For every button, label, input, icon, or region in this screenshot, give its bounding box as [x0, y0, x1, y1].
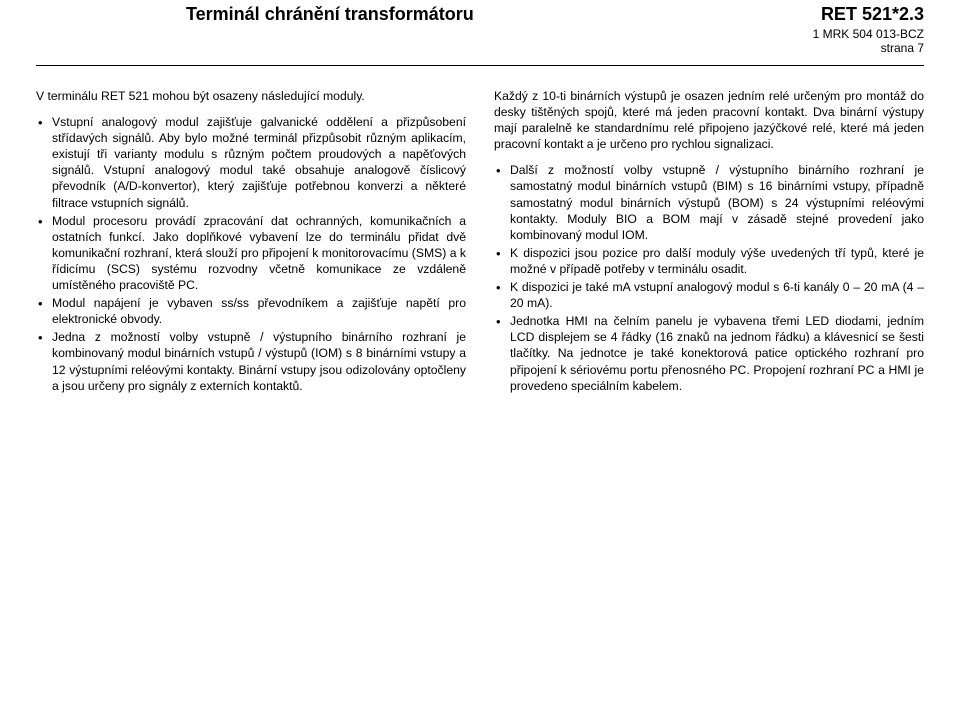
content-columns: V terminálu RET 521 mohou být osazeny ná… — [36, 88, 924, 396]
header-meta: RET 521*2.3 1 MRK 504 013-BCZ strana 7 — [813, 4, 924, 55]
list-item: Vstupní analogový modul zajišťuje galvan… — [36, 114, 466, 211]
left-intro: V terminálu RET 521 mohou být osazeny ná… — [36, 88, 466, 104]
right-bullet-list: Další z možností volby vstupně / výstupn… — [494, 162, 924, 393]
document-number: 1 MRK 504 013-BCZ — [813, 27, 924, 41]
header-divider — [36, 65, 924, 66]
right-intro: Každý z 10-ti binárních výstupů je osaze… — [494, 88, 924, 152]
list-item: K dispozici jsou pozice pro další moduly… — [494, 245, 924, 277]
product-code: RET 521*2.3 — [813, 4, 924, 25]
list-item: Modul napájení je vybaven ss/ss převodní… — [36, 295, 466, 327]
header-title: Terminál chránění transformátoru — [36, 4, 474, 25]
left-column: V terminálu RET 521 mohou být osazeny ná… — [36, 88, 466, 396]
right-column: Každý z 10-ti binárních výstupů je osaze… — [494, 88, 924, 396]
left-bullet-list: Vstupní analogový modul zajišťuje galvan… — [36, 114, 466, 394]
list-item: Jedna z možností volby vstupně / výstupn… — [36, 329, 466, 393]
page-header: Terminál chránění transformátoru RET 521… — [36, 0, 924, 61]
list-item: K dispozici je také mA vstupní analogový… — [494, 279, 924, 311]
page-number: strana 7 — [813, 41, 924, 55]
list-item: Jednotka HMI na čelním panelu je vybaven… — [494, 313, 924, 393]
page-container: Terminál chránění transformátoru RET 521… — [0, 0, 960, 396]
list-item: Modul procesoru provádí zpracování dat o… — [36, 213, 466, 293]
list-item: Další z možností volby vstupně / výstupn… — [494, 162, 924, 242]
